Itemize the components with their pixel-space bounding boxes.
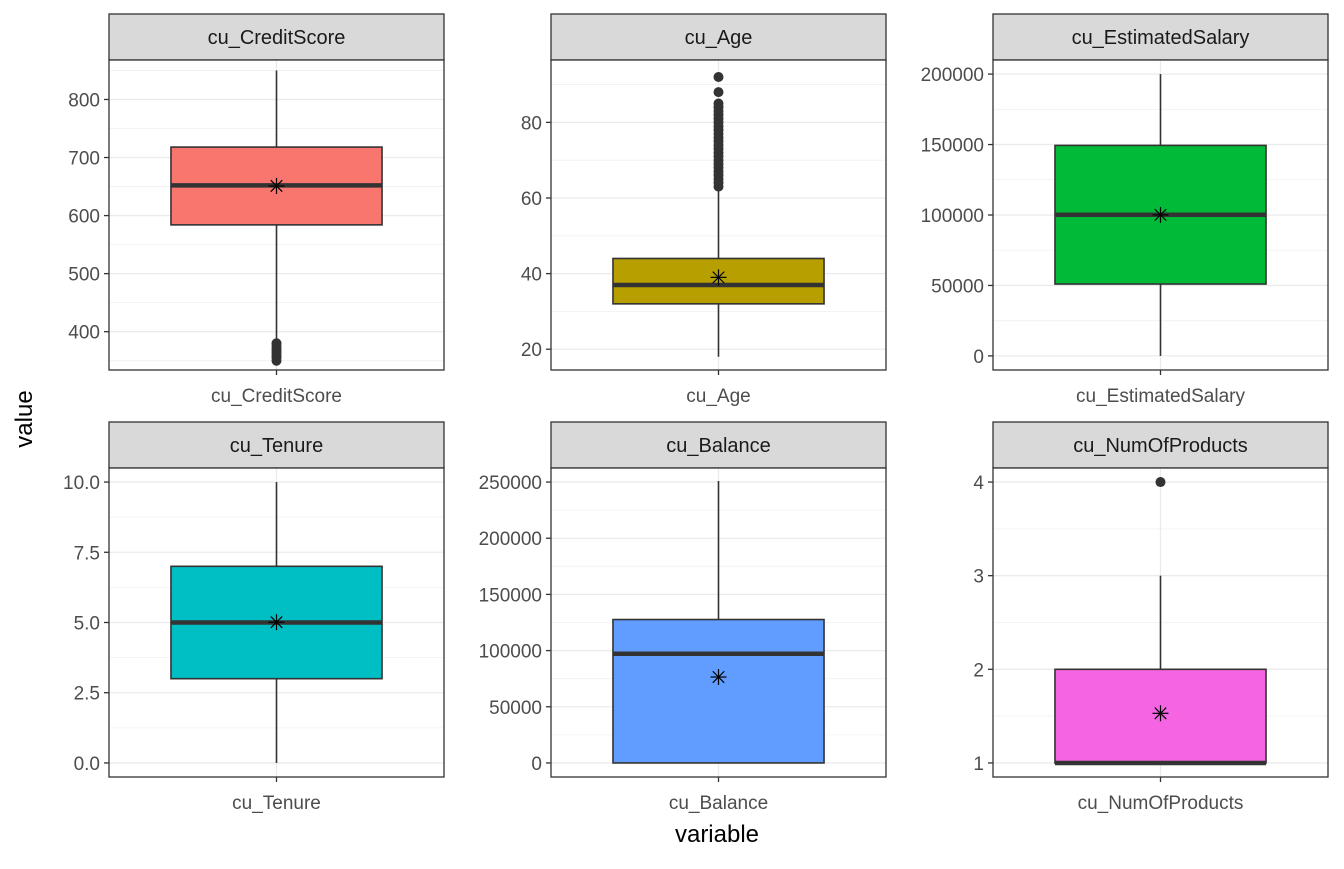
x-tick-label: cu_CreditScore — [211, 386, 342, 407]
y-tick-label: 100000 — [921, 206, 984, 227]
y-tick-label: 800 — [68, 90, 100, 111]
mean-marker — [1152, 206, 1169, 223]
mean-marker — [710, 669, 727, 686]
y-tick-label: 60 — [521, 189, 542, 210]
y-tick-label: 200000 — [921, 65, 984, 86]
y-tick-label: 700 — [68, 149, 100, 170]
facet-strip — [108, 421, 445, 469]
outlier-point — [713, 87, 724, 98]
mean-marker — [268, 614, 285, 631]
x-tick-label: cu_NumOfProducts — [1078, 793, 1244, 814]
facet-strip-label: cu_NumOfProducts — [1073, 435, 1248, 457]
y-tick-label: 200000 — [479, 529, 542, 550]
facet-strip-label: cu_CreditScore — [208, 27, 346, 49]
y-tick-label: 50000 — [489, 698, 542, 719]
y-tick-label: 3 — [973, 567, 984, 588]
y-tick-label: 400 — [68, 323, 100, 344]
facet-strip-label: cu_Balance — [666, 435, 771, 457]
y-tick-label: 20 — [521, 340, 542, 361]
facet-panel: cu_Age 20 40 60 80 cu_Age — [521, 13, 887, 407]
mean-marker-stroke — [1154, 707, 1167, 720]
facet-strip-label: cu_Age — [685, 27, 753, 49]
mean-marker-stroke — [270, 616, 283, 629]
x-tick-label: cu_Balance — [669, 793, 768, 814]
y-tick-label: 150000 — [921, 136, 984, 157]
x-tick-label: cu_EstimatedSalary — [1076, 386, 1245, 407]
outlier-point — [1155, 477, 1166, 488]
facet-panel: cu_CreditScore 400 500 600 700 800 cu_CreditSc… — [68, 13, 445, 407]
box-iqr — [612, 618, 825, 764]
x-tick-label: cu_Tenure — [232, 793, 321, 814]
facet-strip-label: cu_EstimatedSalary — [1072, 27, 1250, 49]
mean-marker — [268, 177, 285, 194]
x-tick-label: cu_Age — [686, 386, 750, 407]
y-tick-label: 0.0 — [74, 754, 100, 775]
mean-marker-stroke — [712, 271, 725, 284]
facet-panel: cu_EstimatedSalary 0 50000 100000 150000 2000… — [921, 13, 1329, 407]
y-tick-label: 0 — [973, 347, 984, 368]
y-tick-label: 2 — [973, 660, 984, 681]
facet-panels: cu_CreditScore400500600700800cu_CreditSc… — [63, 13, 1329, 814]
y-tick-label: 40 — [521, 265, 542, 286]
y-tick-label: 600 — [68, 207, 100, 228]
outlier-point — [713, 98, 724, 109]
mean-marker-stroke — [270, 179, 283, 193]
y-tick-label: 250000 — [479, 473, 542, 494]
facet-strip — [108, 13, 445, 61]
facet-panel: cu_NumOfProducts 1 2 3 4 cu_NumOfProducts — [973, 421, 1329, 814]
y-tick-label: 150000 — [479, 585, 542, 606]
mean-marker-stroke — [1154, 208, 1167, 222]
y-tick-label: 4 — [973, 473, 984, 494]
x-axis-title: variable — [675, 821, 759, 848]
y-axis-title: value — [11, 390, 38, 447]
facet-strip — [992, 421, 1329, 469]
y-tick-label: 7.5 — [74, 543, 100, 564]
mean-marker-stroke — [712, 670, 725, 684]
y-tick-label: 0 — [531, 754, 542, 775]
facet-panel: cu_Balance 0 50000 100000 150000 200000 250000… — [479, 421, 887, 814]
outlier-point — [271, 338, 282, 349]
y-tick-label: 2.5 — [74, 684, 100, 705]
y-tick-label: 50000 — [931, 276, 984, 297]
facet-strip-label: cu_Tenure — [230, 435, 323, 457]
facet-strip — [550, 421, 887, 469]
y-tick-label: 80 — [521, 113, 542, 134]
mean-marker — [1152, 705, 1169, 722]
y-tick-label: 10.0 — [63, 473, 100, 494]
facet-strip — [992, 13, 1329, 61]
y-tick-label: 100000 — [479, 642, 542, 663]
y-tick-label: 1 — [973, 754, 984, 775]
facet-panel: cu_Tenure 0.0 2.5 5.0 7.5 10.0 cu_Tenure — [63, 421, 445, 814]
outlier-point — [713, 72, 724, 83]
facet-strip — [550, 13, 887, 61]
y-tick-label: 5.0 — [74, 614, 100, 635]
y-tick-label: 500 — [68, 265, 100, 286]
mean-marker — [710, 269, 727, 286]
